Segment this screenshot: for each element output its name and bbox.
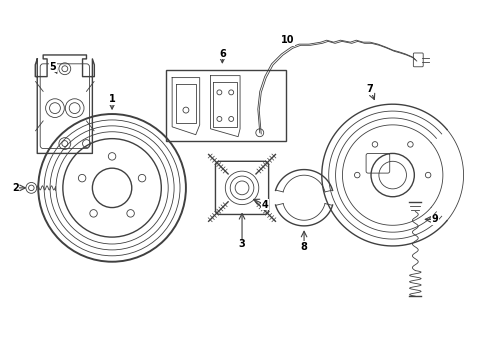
Text: 6: 6 xyxy=(219,49,225,59)
Text: 3: 3 xyxy=(238,239,245,249)
Text: 1: 1 xyxy=(108,94,115,104)
Text: 5: 5 xyxy=(49,62,56,72)
Text: 9: 9 xyxy=(431,215,438,224)
Text: 8: 8 xyxy=(300,242,307,252)
Text: 2: 2 xyxy=(12,183,19,193)
Text: 7: 7 xyxy=(366,84,373,94)
Bar xyxy=(166,70,286,141)
Text: 4: 4 xyxy=(261,199,267,210)
Text: 10: 10 xyxy=(280,35,293,45)
